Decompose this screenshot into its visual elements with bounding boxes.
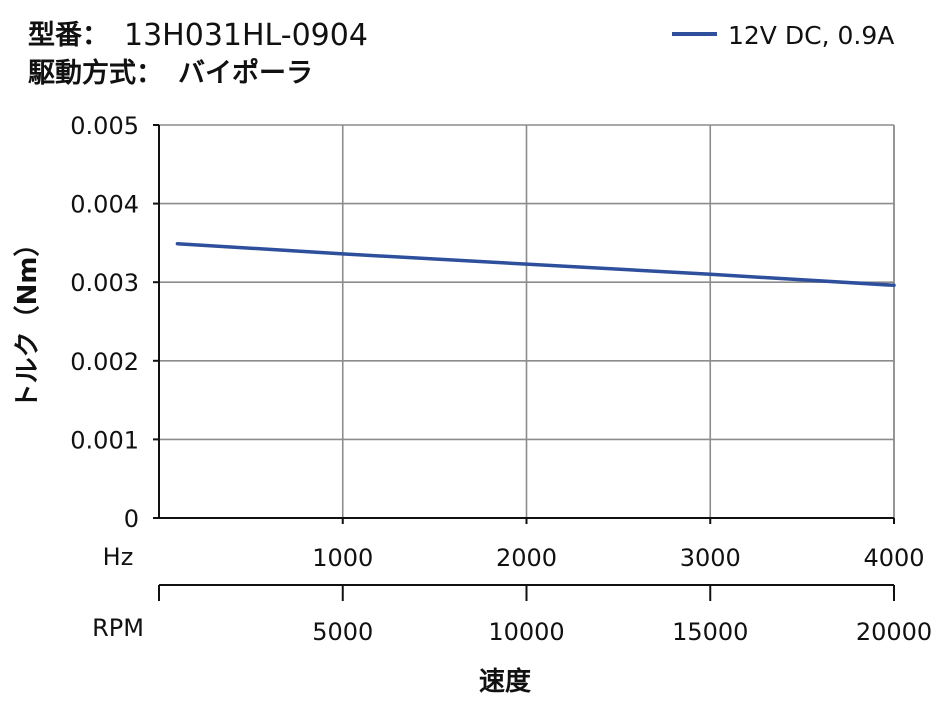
drive-label: 駆動方式： [28,57,163,89]
rpm-tick-labels: 5000 10000 15000 20000 [312,618,932,646]
x-axis-title: 速度 [479,666,531,697]
model-label: 型番： [28,20,109,51]
series-group [175,241,896,288]
hz-unit-label: Hz [103,543,134,571]
series-line [175,241,896,288]
axes [153,124,895,601]
y-tick-label: 0.004 [70,191,139,219]
legend-label: 12V DC, 0.9A [728,21,894,50]
y-tick-label: 0.003 [70,269,139,297]
grid [159,124,895,518]
hz-tick-labels: 1000 2000 3000 4000 [312,544,924,572]
y-tick-label: 0.005 [70,112,139,140]
drive-value: バイポーラ [178,58,313,89]
rpm-tick-label: 5000 [312,618,373,646]
rpm-tick-label: 10000 [488,618,564,646]
y-tick-label: 0 [124,505,139,533]
rpm-unit-label: RPM [92,614,144,642]
y-tick-labels: 0 0.001 0.002 0.003 0.004 0.005 [70,112,139,533]
y-axis-title: トルク（Nm） [13,231,43,410]
legend: 12V DC, 0.9A [672,21,894,50]
rpm-tick-label: 20000 [856,618,932,646]
hz-tick-label: 4000 [863,544,924,572]
model-value: 13H031HL-0904 [124,18,368,53]
hz-tick-label: 2000 [496,544,557,572]
hz-tick-label: 3000 [680,544,741,572]
hz-tick-label: 1000 [312,544,373,572]
y-tick-label: 0.002 [70,348,139,376]
y-tick-label: 0.001 [70,426,139,454]
rpm-tick-label: 15000 [672,618,748,646]
